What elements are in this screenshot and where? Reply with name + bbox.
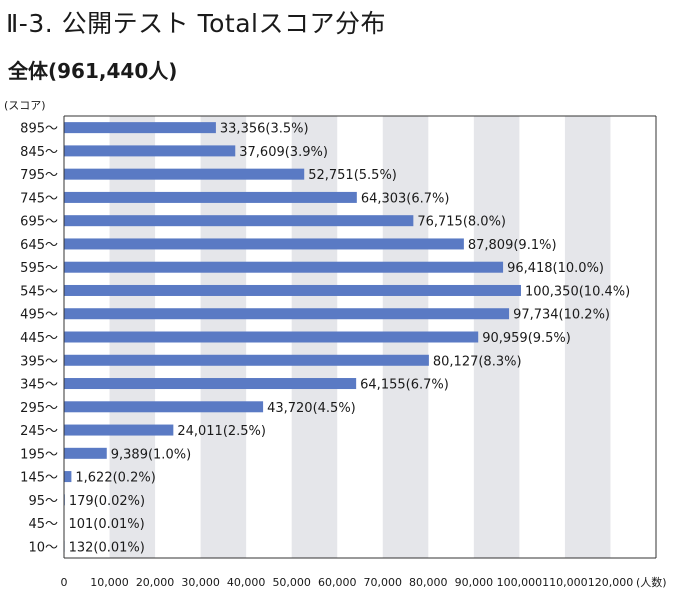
bar — [64, 401, 264, 413]
data-label: 179(0.02%) — [69, 494, 145, 509]
bar — [64, 168, 305, 180]
grid-band — [564, 116, 611, 558]
data-label: 80,127(8.3%) — [433, 354, 522, 369]
data-label: 24,011(2.5%) — [177, 424, 266, 439]
x-tick-label: 0 — [61, 576, 68, 589]
y-tick-label: 445〜 — [20, 331, 58, 346]
y-tick-label: 295〜 — [20, 401, 58, 416]
y-tick-label: 795〜 — [20, 168, 58, 183]
data-label: 52,751(5.5%) — [308, 168, 397, 183]
y-tick-label: 95〜 — [28, 494, 58, 509]
y-tick-label: 145〜 — [20, 471, 58, 486]
bar — [64, 354, 429, 366]
bar — [64, 308, 510, 320]
x-tick-label: 60,000 — [318, 576, 357, 589]
y-tick-label: 845〜 — [20, 145, 58, 160]
data-label: 9,389(1.0%) — [111, 447, 191, 462]
y-tick-label: 645〜 — [20, 238, 58, 253]
x-tick-label: 120,000 — [588, 576, 634, 589]
data-label: 96,418(10.0%) — [507, 261, 604, 276]
data-label: 76,715(8.0%) — [417, 215, 506, 230]
data-label: 87,809(9.1%) — [468, 238, 557, 253]
data-label: 37,609(3.9%) — [239, 145, 328, 160]
y-tick-label: 595〜 — [20, 261, 58, 276]
bar — [64, 471, 72, 483]
bar — [64, 238, 464, 250]
x-tick-label: 20,000 — [136, 576, 175, 589]
grid-band — [473, 116, 520, 558]
y-tick-label: 695〜 — [20, 215, 58, 230]
chart-title: Ⅱ-3. 公開テスト Totalスコア分布 — [6, 9, 386, 38]
x-tick-label: 100,000 — [497, 576, 543, 589]
data-label: 101(0.01%) — [68, 517, 144, 532]
y-tick-label: 895〜 — [20, 122, 58, 137]
chart-subtitle: 全体(961,440人) — [8, 59, 178, 83]
x-tick-label: 10,000 — [90, 576, 129, 589]
x-tick-label: 50,000 — [272, 576, 311, 589]
bar — [64, 284, 521, 296]
data-label: 100,350(10.4%) — [525, 284, 630, 299]
data-label: 97,734(10.2%) — [513, 308, 610, 323]
bar — [64, 122, 216, 134]
data-label: 90,959(9.5%) — [482, 331, 571, 346]
y-tick-label: 495〜 — [20, 308, 58, 323]
x-tick-label: 90,000 — [455, 576, 494, 589]
data-label: 1,622(0.2%) — [75, 471, 155, 486]
bar — [64, 424, 174, 436]
y-tick-label: 395〜 — [20, 354, 58, 369]
bar — [64, 191, 357, 203]
x-tick-label: 70,000 — [364, 576, 403, 589]
x-axis-unit-label: (人数) — [636, 576, 667, 589]
bar — [64, 447, 107, 459]
bar — [64, 145, 236, 157]
x-tick-label: 40,000 — [227, 576, 266, 589]
data-label: 43,720(4.5%) — [267, 401, 356, 416]
x-tick-label: 110,000 — [542, 576, 588, 589]
x-tick-label: 30,000 — [181, 576, 220, 589]
y-tick-label: 345〜 — [20, 378, 58, 393]
data-label: 64,155(6.7%) — [360, 378, 449, 393]
y-tick-label: 545〜 — [20, 284, 58, 299]
x-tick-label: 80,000 — [409, 576, 448, 589]
y-tick-label: 10〜 — [28, 540, 58, 555]
data-label: 64,303(6.7%) — [361, 191, 450, 206]
bar — [64, 261, 504, 273]
y-tick-label: 45〜 — [28, 517, 58, 532]
y-axis-unit-label: (スコア) — [4, 99, 46, 112]
data-label: 33,356(3.5%) — [220, 122, 309, 137]
bar — [64, 215, 414, 227]
data-label: 132(0.01%) — [69, 540, 145, 555]
y-tick-label: 195〜 — [20, 447, 58, 462]
y-tick-label: 245〜 — [20, 424, 58, 439]
bar — [64, 378, 357, 390]
bar — [64, 331, 479, 343]
y-tick-label: 745〜 — [20, 191, 58, 206]
